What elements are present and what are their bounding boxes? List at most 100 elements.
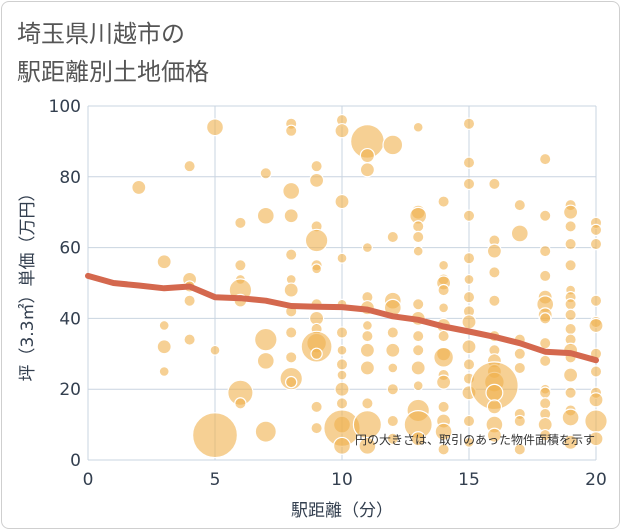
bubble-point — [437, 329, 450, 343]
bubble-point — [513, 414, 527, 428]
bubble-point — [564, 259, 577, 272]
chart-title-line-1: 埼玉県川越市の — [17, 20, 185, 48]
bubble-point — [385, 342, 401, 358]
bubble-point — [259, 167, 272, 180]
bubble-point — [437, 443, 450, 456]
bubble-point — [209, 344, 221, 356]
bubble-point — [183, 159, 196, 173]
bubble-point — [462, 414, 476, 428]
y-axis-ticks: 0 20 40 60 80 100 — [49, 97, 81, 471]
x-tick-label: 20 — [585, 470, 607, 490]
x-tick-label: 10 — [331, 470, 353, 490]
bubble-point — [158, 366, 170, 378]
bubble-point — [564, 322, 577, 336]
bubble-point — [562, 434, 579, 450]
y-tick-label: 40 — [59, 309, 81, 329]
bubble-point — [334, 123, 350, 139]
bubble-point — [256, 206, 275, 225]
bubble-point — [589, 365, 603, 378]
bubble-point — [588, 431, 604, 447]
bubble-point — [285, 375, 298, 389]
bubble-point — [285, 351, 298, 364]
bubble-point — [438, 302, 450, 314]
bubble-point — [513, 347, 527, 360]
y-tick-label: 20 — [59, 380, 81, 400]
bubble-point — [437, 195, 450, 208]
bubble-point — [335, 326, 349, 339]
bubble-point — [336, 344, 348, 356]
size-note: 円の大きさは、取引のあった物件面積を示す — [355, 432, 595, 447]
y-tick-label: 0 — [70, 451, 81, 471]
bubble-point — [539, 209, 552, 222]
bubble-point — [358, 436, 377, 455]
bubble-point — [589, 294, 603, 307]
bubble-point — [285, 124, 298, 137]
bubble-point — [282, 181, 301, 200]
bubble-point — [462, 177, 476, 191]
x-axis-ticks: 0 5 10 15 20 — [83, 470, 607, 490]
bubble-point — [589, 237, 603, 251]
bubble-point — [335, 397, 349, 410]
bubble-point — [156, 339, 172, 355]
bubble-point — [361, 397, 374, 410]
bubble-point — [234, 216, 247, 230]
bubble-point — [256, 351, 275, 370]
bubble-point — [510, 224, 529, 243]
bubble-point — [310, 347, 323, 360]
bubble-point — [410, 360, 426, 376]
bubble-point — [462, 117, 476, 130]
bubble-point — [584, 409, 608, 433]
bubble-point — [488, 177, 501, 191]
bubble-point — [462, 156, 476, 169]
bubble-point — [285, 248, 298, 261]
bubble-point — [461, 339, 477, 355]
bubble-point — [359, 360, 375, 376]
bubble-point — [486, 427, 502, 443]
bubble-point — [254, 420, 277, 443]
bubble-point — [463, 273, 475, 285]
bubble-point — [486, 399, 502, 415]
bubble-point — [488, 266, 501, 279]
bubble-point — [192, 412, 239, 459]
bubble-point — [382, 134, 404, 156]
bubble-point — [463, 436, 475, 448]
y-axis-title: 坪（3.3㎡）単価（万円） — [18, 184, 38, 381]
bubble-point — [462, 252, 476, 265]
bubble-point — [539, 244, 552, 258]
bubble-point — [462, 209, 476, 222]
bubble-point — [283, 208, 299, 224]
bubble-point — [304, 228, 329, 253]
bubble-point — [539, 429, 552, 442]
bubble-point — [589, 223, 603, 237]
bubble-point — [386, 432, 399, 445]
bubble-point — [311, 263, 323, 275]
bubble-point — [513, 443, 527, 456]
bubble-point — [334, 193, 350, 210]
bubble-point — [234, 397, 247, 410]
bubble-point — [412, 344, 425, 357]
bubble-point — [361, 242, 373, 254]
bubble-point — [310, 400, 323, 414]
bubble-point — [564, 386, 577, 399]
bubble-point — [588, 392, 604, 408]
bubble-point — [285, 326, 298, 339]
bubble-point — [412, 245, 424, 257]
bubble-point — [310, 421, 323, 435]
x-tick-label: 5 — [210, 470, 221, 490]
bubble-point — [333, 436, 352, 455]
bubble-point — [309, 172, 325, 188]
bubble-point — [412, 230, 425, 244]
bubble-point — [539, 269, 552, 283]
bubble-point — [386, 230, 399, 244]
bubble-point — [158, 319, 170, 331]
bubble-point — [561, 408, 580, 427]
bubble-point — [386, 326, 399, 339]
bubble-point — [335, 358, 349, 371]
bubble-point — [539, 152, 552, 166]
x-tick-label: 15 — [458, 470, 480, 490]
bubble-point — [539, 386, 552, 399]
bubble-point — [412, 121, 424, 133]
bubble-point — [564, 237, 577, 251]
bubble-point — [539, 397, 552, 410]
bubble-point — [564, 220, 577, 233]
